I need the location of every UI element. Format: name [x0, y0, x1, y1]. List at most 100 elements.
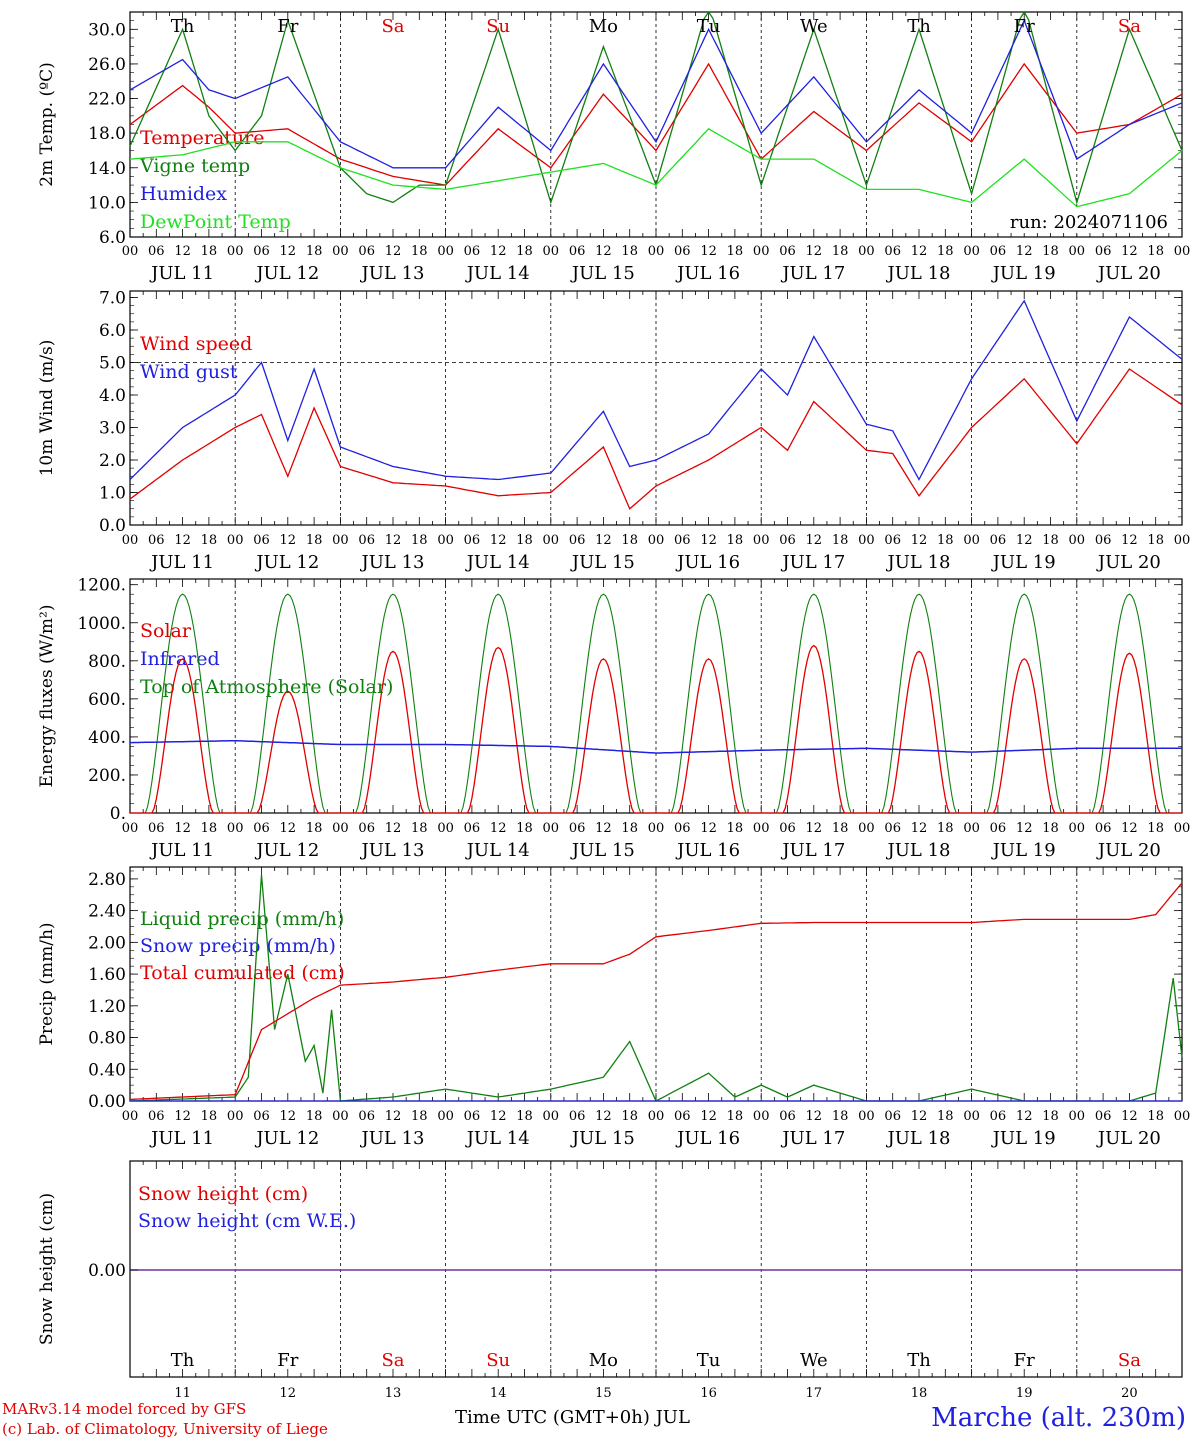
hour-tick-label: 12 — [1016, 533, 1033, 548]
hour-tick-label: 12 — [595, 244, 612, 259]
hour-tick-label: 00 — [753, 1109, 770, 1124]
series-line-solar — [130, 644, 1182, 814]
date-label: JUL 13 — [360, 840, 425, 861]
day-number-label: 12 — [280, 1386, 297, 1401]
y-tick-label: 0.40 — [88, 1060, 126, 1080]
hour-tick-label: 12 — [595, 1109, 612, 1124]
legend-snow-height-cm-w-e-: Snow height (cm W.E.) — [138, 1210, 356, 1232]
hour-tick-label: 00 — [543, 244, 560, 259]
y-tick-label: 0.80 — [88, 1029, 126, 1049]
date-label: JUL 15 — [570, 1128, 635, 1149]
hour-tick-label: 06 — [884, 821, 901, 836]
hour-tick-label: 18 — [727, 244, 744, 259]
hour-tick-label: 00 — [437, 533, 454, 548]
date-label: JUL 11 — [149, 1128, 214, 1149]
hour-tick-label: 06 — [148, 1109, 165, 1124]
hour-tick-label: 00 — [122, 1109, 139, 1124]
hour-tick-label: 12 — [1016, 1109, 1033, 1124]
legend-top-of-atmosphere-solar-: Top of Atmosphere (Solar) — [140, 676, 393, 698]
y-tick-label: 0.00 — [88, 1092, 126, 1112]
y-tick-label: 22.0 — [88, 90, 126, 110]
hour-tick-label: 00 — [648, 821, 665, 836]
date-label: JUL 12 — [254, 1128, 319, 1149]
hour-tick-label: 18 — [832, 244, 849, 259]
y-tick-label: 1200. — [77, 576, 126, 596]
y-axis-label: Energy fluxes (W/m²) — [37, 605, 57, 788]
hour-tick-label: 00 — [227, 821, 244, 836]
hour-tick-label: 00 — [858, 244, 875, 259]
hour-tick-label: 06 — [358, 1109, 375, 1124]
date-label: JUL 15 — [570, 840, 635, 861]
legend-liquid-precip-mm-h-: Liquid precip (mm/h) — [140, 908, 344, 930]
hour-tick-label: 12 — [490, 533, 507, 548]
hour-tick-label: 06 — [464, 533, 481, 548]
hour-tick-label: 06 — [1095, 533, 1112, 548]
legend-wind-gust: Wind gust — [140, 361, 238, 383]
y-tick-label: 0. — [110, 804, 126, 824]
day-name-label: Th — [171, 16, 195, 37]
y-tick-label: 0.00 — [88, 1261, 126, 1281]
day-number-label: 17 — [806, 1386, 823, 1401]
hour-tick-label: 18 — [937, 533, 954, 548]
hour-tick-label: 06 — [884, 244, 901, 259]
hour-tick-label: 06 — [358, 533, 375, 548]
hour-tick-label: 12 — [1121, 1109, 1138, 1124]
hour-tick-label: 12 — [595, 821, 612, 836]
legend-humidex: Humidex — [140, 183, 227, 205]
y-tick-label: 800. — [88, 652, 126, 672]
hour-tick-label: 12 — [700, 821, 717, 836]
date-label: JUL 16 — [675, 840, 740, 861]
hour-tick-label: 18 — [201, 244, 218, 259]
hour-tick-label: 00 — [437, 1109, 454, 1124]
day-name-label: Fr — [277, 1350, 298, 1371]
date-label: JUL 19 — [991, 840, 1056, 861]
date-label: JUL 20 — [1096, 263, 1161, 284]
date-label: JUL 14 — [465, 263, 530, 284]
date-label: JUL 11 — [149, 263, 214, 284]
hour-tick-label: 18 — [411, 533, 428, 548]
day-name-label: Sa — [1118, 1350, 1141, 1371]
hour-tick-label: 06 — [884, 533, 901, 548]
date-label: JUL 16 — [675, 1128, 740, 1149]
hour-tick-label: 12 — [806, 1109, 823, 1124]
day-name-label: Mo — [589, 16, 618, 37]
date-label: JUL 14 — [465, 552, 530, 573]
hour-tick-label: 18 — [1147, 821, 1164, 836]
hour-tick-label: 00 — [648, 1109, 665, 1124]
legend-total-cumulated-cm-: Total cumulated (cm) — [140, 962, 345, 984]
date-label: JUL 12 — [254, 552, 319, 573]
hour-tick-label: 00 — [332, 821, 349, 836]
y-tick-label: 26.0 — [88, 55, 126, 75]
y-tick-label: 30.0 — [88, 20, 126, 40]
y-tick-label: 1000. — [77, 614, 126, 634]
hour-tick-label: 18 — [621, 244, 638, 259]
hour-tick-label: 12 — [490, 821, 507, 836]
hour-tick-label: 06 — [569, 533, 586, 548]
hour-tick-label: 18 — [201, 821, 218, 836]
hour-tick-label: 18 — [832, 533, 849, 548]
date-label: JUL 18 — [886, 1128, 951, 1149]
hour-tick-label: 06 — [148, 821, 165, 836]
series-line-dewpoint-temp — [129, 127, 1183, 208]
hour-tick-label: 18 — [516, 533, 533, 548]
hour-tick-label: 00 — [753, 533, 770, 548]
hour-tick-label: 00 — [1069, 1109, 1086, 1124]
hour-tick-label: 00 — [1174, 533, 1191, 548]
hour-tick-label: 18 — [727, 1109, 744, 1124]
day-name-label: Tu — [697, 1350, 721, 1371]
hour-tick-label: 12 — [700, 1109, 717, 1124]
date-label: JUL 17 — [780, 1128, 845, 1149]
hour-tick-label: 18 — [1042, 821, 1059, 836]
hour-tick-label: 00 — [963, 821, 980, 836]
hour-tick-label: 00 — [858, 533, 875, 548]
series-line-wind-speed — [129, 368, 1183, 510]
hour-tick-label: 12 — [700, 533, 717, 548]
hour-tick-label: 06 — [569, 1109, 586, 1124]
hour-tick-label: 18 — [516, 821, 533, 836]
date-label: JUL 17 — [780, 840, 845, 861]
y-tick-label: 0.0 — [99, 516, 126, 536]
y-tick-label: 400. — [88, 728, 126, 748]
hour-tick-label: 06 — [674, 1109, 691, 1124]
hour-tick-label: 18 — [1042, 1109, 1059, 1124]
